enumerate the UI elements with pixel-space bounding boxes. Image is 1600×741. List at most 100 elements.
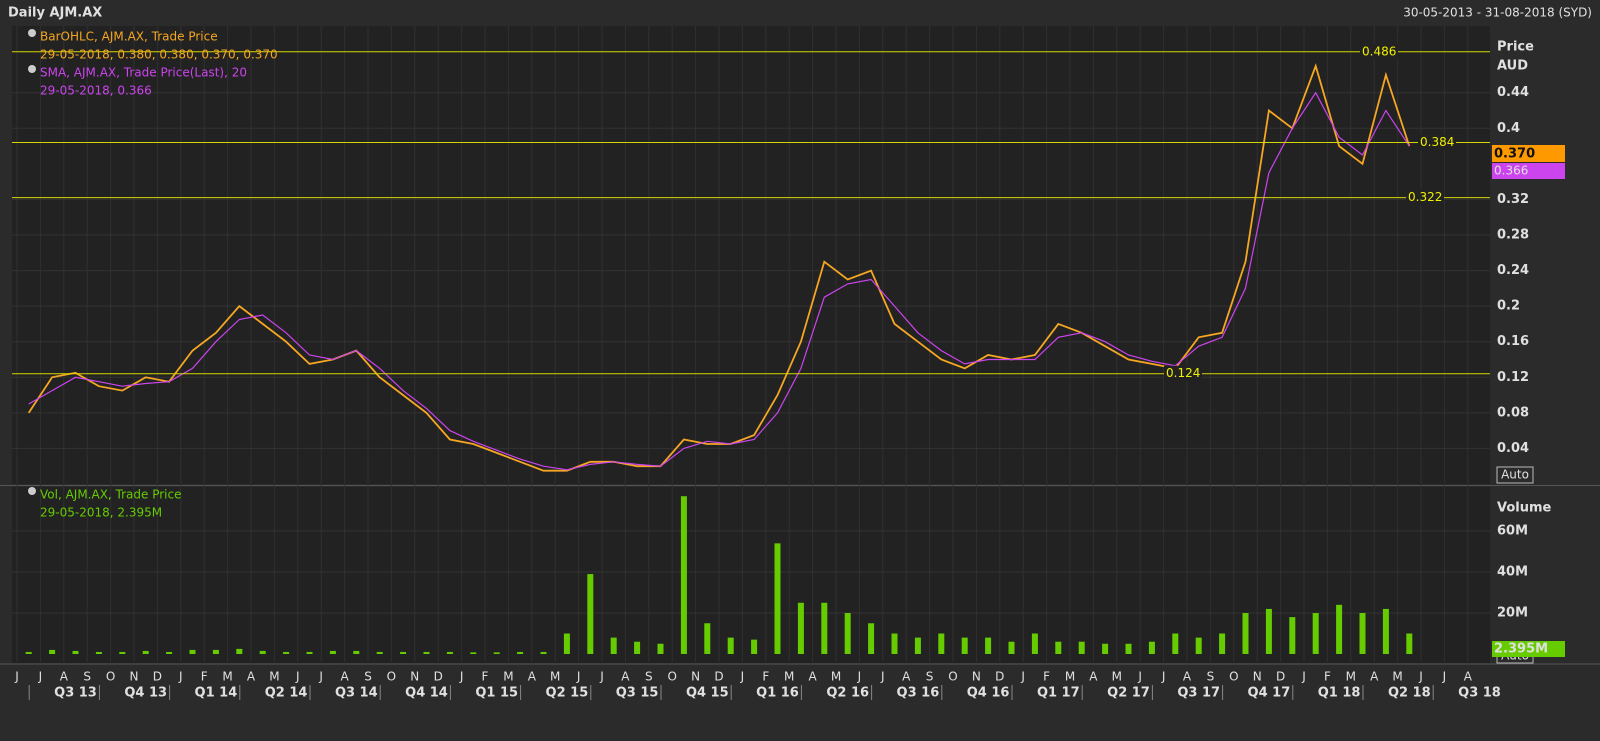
legend-entry: SMA, AJM.AX, Trade Price(Last), 20 — [40, 66, 247, 80]
volume-bar — [1382, 608, 1389, 654]
legend: BarOHLC, AJM.AX, Trade Price 29-05-2018,… — [28, 29, 278, 520]
legend-icon[interactable] — [28, 487, 36, 495]
scale-button[interactable] — [1496, 466, 1534, 484]
volume-bar — [821, 602, 828, 654]
x-tick-label: F — [201, 670, 208, 684]
x-tick-label: F — [1043, 670, 1050, 684]
last-volume-label: 2.395M — [1494, 642, 1548, 657]
volume-bar — [376, 651, 383, 654]
volume-bar — [587, 574, 594, 654]
reference-label: 0.124 — [1166, 366, 1200, 380]
volume-axis-title: Volume — [1497, 501, 1552, 516]
quarter-label: Q2 17 — [1107, 686, 1150, 701]
quarter-label: Q4 14 — [405, 686, 448, 701]
y-tick-label: 60M — [1497, 524, 1528, 539]
volume-bar — [446, 651, 453, 654]
quarter-label: Q4 13 — [124, 686, 167, 701]
x-tick-label: O — [106, 670, 115, 684]
x-tick-label: S — [926, 670, 934, 684]
volume-bar — [142, 650, 149, 654]
x-tick-label: J — [318, 670, 323, 684]
volume-bar — [1055, 641, 1062, 654]
volume-bar — [49, 649, 56, 654]
x-tick-label: J — [295, 670, 300, 684]
reference-label: 0.384 — [1420, 135, 1454, 149]
x-tick-label: M — [784, 670, 794, 684]
volume-bar — [1219, 633, 1226, 654]
x-tick-label: O — [667, 670, 676, 684]
volume-bar — [1312, 613, 1319, 654]
legend-icon[interactable] — [28, 29, 36, 37]
last-sma-badge — [1492, 163, 1565, 179]
x-tick-label: J — [1020, 670, 1025, 684]
x-tick-label: A — [808, 670, 817, 684]
y-tick-label: 20M — [1497, 606, 1528, 621]
x-tick-label: A — [1464, 670, 1473, 684]
quarter-label: Q4 15 — [686, 686, 729, 701]
x-tick-label: S — [364, 670, 372, 684]
x-tick-label: O — [387, 670, 396, 684]
last-sma-label: 0.366 — [1494, 164, 1528, 178]
y-tick-label: 0.08 — [1497, 405, 1529, 420]
volume-bar — [1008, 641, 1015, 654]
x-tick-label: A — [340, 670, 349, 684]
volume-bar — [25, 651, 32, 654]
x-tick-label: F — [1324, 670, 1331, 684]
x-tick-label: S — [83, 670, 91, 684]
date-range: 30-05-2013 - 31-08-2018 (SYD) — [1403, 6, 1592, 20]
x-tick-label: M — [550, 670, 560, 684]
volume-bar — [634, 641, 641, 654]
volume-bar — [212, 649, 219, 654]
quarter-label: Q3 16 — [897, 686, 940, 701]
x-tick-label: J — [880, 670, 885, 684]
volume-bar — [1242, 613, 1249, 654]
quarter-label: Q2 15 — [546, 686, 589, 701]
volume-bar — [1172, 633, 1179, 654]
volume-bar — [1359, 613, 1366, 654]
volume-bar — [1265, 608, 1272, 654]
x-tick-label: D — [153, 670, 162, 684]
volume-bar — [1031, 633, 1038, 654]
x-tick-label: A — [528, 670, 537, 684]
price-axis-title: Price — [1497, 40, 1534, 55]
legend-value: 29-05-2018, 0.380, 0.380, 0.370, 0.370 — [40, 48, 278, 62]
legend-icon[interactable] — [28, 65, 36, 73]
x-tick-label: A — [1183, 670, 1192, 684]
last-price-label: 0.370 — [1494, 147, 1535, 162]
volume-bar — [914, 637, 921, 654]
y-tick-label: 0.2 — [1497, 299, 1520, 314]
quarter-label: Q1 14 — [195, 686, 238, 701]
scale-button-label[interactable]: Auto — [1501, 468, 1529, 482]
volume-bar — [189, 649, 196, 654]
x-tick-label: J — [740, 670, 745, 684]
legend-entry: Vol, AJM.AX, Trade Price — [40, 488, 182, 502]
y-tick-label: 0.44 — [1497, 85, 1529, 100]
volume-bar — [329, 650, 336, 654]
x-tick-label: D — [714, 670, 723, 684]
volume-bar — [774, 543, 781, 654]
volume-bar — [95, 651, 102, 654]
x-tick-label: M — [222, 670, 232, 684]
volume-bar — [844, 613, 851, 654]
x-tick-label: J — [1161, 670, 1166, 684]
x-tick-label: F — [482, 670, 489, 684]
y-tick-label: 0.4 — [1497, 121, 1520, 136]
x-tick-label: M — [1346, 670, 1356, 684]
price-unit: AUD — [1497, 59, 1528, 74]
y-tick-label: 0.12 — [1497, 370, 1529, 385]
x-tick-label: A — [621, 670, 630, 684]
last-volume-badge — [1492, 641, 1565, 657]
y-tick-label: 40M — [1497, 565, 1528, 580]
x-tick-label: A — [1089, 670, 1098, 684]
volume-bar — [727, 637, 734, 654]
x-tick-label: J — [576, 670, 581, 684]
quarter-label: Q1 17 — [1037, 686, 1080, 701]
x-tick-label: D — [434, 670, 443, 684]
reference-label-bg — [1418, 134, 1456, 151]
reference-label: 0.322 — [1408, 190, 1442, 204]
y-tick-label: 0.16 — [1497, 334, 1529, 349]
x-tick-label: J — [38, 670, 43, 684]
x-tick-label: A — [247, 670, 256, 684]
x-tick-label: A — [902, 670, 911, 684]
last-price-badge — [1492, 145, 1565, 162]
